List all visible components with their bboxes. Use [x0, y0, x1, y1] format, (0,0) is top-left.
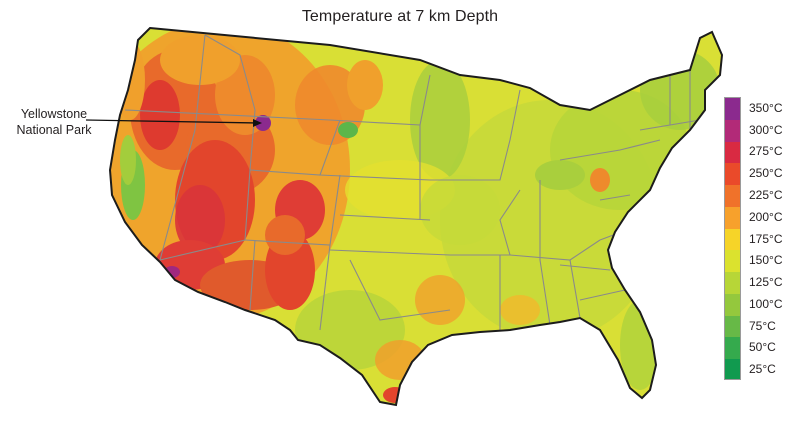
legend-label: 225°C [749, 187, 783, 202]
legend-label: 25°C [749, 362, 776, 377]
yellowstone-callout: Yellowstone National Park [6, 106, 102, 138]
legend-label: 150°C [749, 253, 783, 268]
legend-swatch [725, 337, 740, 360]
legend-swatch [725, 119, 740, 143]
legend-label: 350°C [749, 100, 783, 115]
callout-arrowhead [253, 119, 262, 127]
legend-swatch [725, 163, 740, 186]
legend-label: 200°C [749, 209, 783, 224]
legend-swatch [725, 250, 740, 273]
legend-swatch [725, 185, 740, 208]
legend-label: 125°C [749, 275, 783, 290]
legend-label: 50°C [749, 340, 776, 355]
callout-line-1: Yellowstone [20, 107, 88, 121]
legend-swatch [725, 98, 740, 121]
temperature-field [110, 28, 722, 405]
legend-label: 100°C [749, 296, 783, 311]
legend-label: 300°C [749, 122, 783, 137]
legend-color-bar [724, 97, 741, 380]
callout-line-2: National Park [16, 123, 92, 137]
state-borders [124, 34, 701, 331]
legend-label: 275°C [749, 144, 783, 159]
legend-swatch [725, 206, 740, 230]
legend-swatch [725, 141, 740, 164]
legend-label: 250°C [749, 166, 783, 181]
legend-swatch [725, 293, 740, 317]
legend-swatch [725, 315, 740, 338]
legend-label: 175°C [749, 231, 783, 246]
legend-label: 75°C [749, 318, 776, 333]
map-title: Temperature at 7 km Depth [301, 8, 499, 25]
legend-swatch [725, 228, 740, 251]
legend-swatch [725, 359, 740, 379]
legend-swatch [725, 272, 740, 295]
callout-leader-line [85, 119, 259, 124]
temperature-legend: 350°C 300°C 275°C 250°C 225°C 200°C 175°C 150°C… [724, 97, 794, 380]
